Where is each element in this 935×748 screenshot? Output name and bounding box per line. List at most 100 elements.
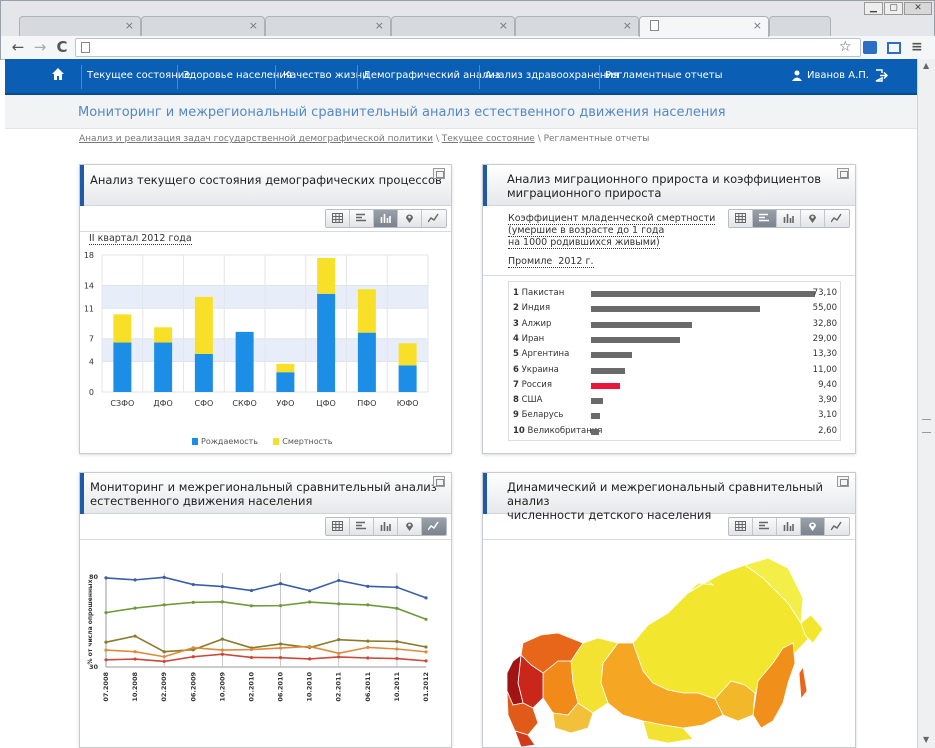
data-point[interactable]	[395, 606, 399, 610]
maximize-panel-icon[interactable]	[837, 476, 849, 487]
column-chart-view-icon[interactable]	[777, 210, 801, 227]
series-line[interactable]	[105, 601, 427, 621]
horizontal-bar-view-icon[interactable]	[350, 210, 374, 227]
bar-segment[interactable]	[317, 258, 336, 294]
map-region-south[interactable]	[506, 690, 539, 736]
maximize-panel-icon[interactable]	[433, 168, 445, 179]
data-point[interactable]	[366, 584, 370, 588]
ranking-bar[interactable]	[591, 321, 692, 328]
data-point[interactable]	[308, 600, 312, 604]
reload-icon[interactable]: C	[56, 38, 68, 56]
data-point[interactable]	[162, 575, 166, 579]
series-line[interactable]	[105, 645, 427, 658]
data-point[interactable]	[337, 651, 341, 655]
tab-close-icon[interactable]: ×	[498, 19, 508, 32]
extension-icon[interactable]	[863, 41, 877, 54]
legend-item-birth[interactable]: Рождаемость	[192, 437, 258, 446]
data-point[interactable]	[133, 606, 137, 610]
data-point[interactable]	[133, 657, 137, 661]
horizontal-bar-view-icon[interactable]	[350, 518, 374, 535]
logout-icon[interactable]	[875, 69, 888, 82]
map-pin-view-icon[interactable]	[801, 210, 825, 227]
data-point[interactable]	[249, 655, 254, 660]
maximize-panel-icon[interactable]	[837, 168, 849, 179]
map-region-sakhalin[interactable]	[798, 665, 808, 701]
browser-tab-4[interactable]: ×	[391, 16, 515, 36]
column-chart-view-icon[interactable]	[374, 210, 398, 227]
bar-segment[interactable]	[276, 372, 295, 392]
line-chart-view-icon[interactable]	[422, 518, 446, 535]
ranking-bar[interactable]	[591, 352, 632, 359]
data-point[interactable]	[249, 647, 254, 652]
tab-close-icon[interactable]: ×	[752, 19, 762, 32]
bar-segment[interactable]	[357, 332, 376, 392]
tab-close-icon[interactable]: ×	[248, 19, 258, 32]
bar-segment[interactable]	[235, 331, 254, 392]
tab-close-icon[interactable]: ×	[374, 19, 384, 32]
map-region-siberia-south[interactable]	[642, 720, 694, 744]
data-point[interactable]	[278, 646, 283, 650]
home-icon[interactable]	[51, 67, 65, 81]
data-point[interactable]	[395, 656, 399, 661]
ranking-bar[interactable]	[591, 382, 620, 389]
chart-period-label[interactable]: II квартал 2012 года	[89, 233, 192, 245]
data-point[interactable]	[366, 645, 370, 649]
data-point[interactable]	[191, 582, 195, 587]
data-point[interactable]	[395, 639, 399, 644]
breadcrumb-link-policy[interactable]: Анализ и реализация задач государственно…	[79, 134, 434, 144]
bar-segment[interactable]	[317, 293, 336, 392]
data-point[interactable]	[220, 637, 224, 641]
data-point[interactable]	[366, 603, 370, 607]
forward-arrow-icon[interactable]: →	[33, 38, 47, 56]
horizontal-bar-view-icon[interactable]	[753, 518, 777, 535]
scroll-down-icon[interactable]: ▼	[923, 735, 930, 744]
series-line[interactable]	[105, 576, 427, 599]
browser-tab-5[interactable]: ×	[515, 16, 639, 36]
new-tab-button[interactable]	[769, 16, 831, 36]
back-arrow-icon[interactable]: ←	[11, 38, 25, 56]
bar-segment[interactable]	[194, 353, 213, 392]
ranking-bar[interactable]	[591, 428, 599, 435]
data-point[interactable]	[278, 582, 283, 586]
address-bar[interactable]	[75, 38, 861, 57]
data-point[interactable]	[220, 648, 224, 652]
tab-close-icon[interactable]: ×	[124, 19, 134, 32]
legend-item-death[interactable]: Смертность	[273, 437, 332, 446]
bar-segment[interactable]	[113, 342, 132, 392]
line-chart-view-icon[interactable]	[825, 518, 849, 535]
bar-segment[interactable]	[357, 289, 376, 333]
data-point[interactable]	[366, 656, 370, 660]
ranking-bar[interactable]	[591, 306, 760, 313]
data-point[interactable]	[104, 611, 108, 615]
tab-close-icon[interactable]: ×	[622, 19, 632, 32]
data-point[interactable]	[337, 638, 341, 642]
data-point[interactable]	[162, 659, 166, 664]
browser-tab-2[interactable]: ×	[141, 16, 265, 36]
bar-segment[interactable]	[398, 343, 417, 366]
data-point[interactable]	[220, 652, 224, 656]
line-chart-view-icon[interactable]	[825, 210, 849, 227]
data-point[interactable]	[308, 589, 312, 593]
data-point[interactable]	[104, 648, 108, 652]
data-point[interactable]	[424, 650, 428, 654]
data-point[interactable]	[278, 642, 283, 646]
data-point[interactable]	[191, 655, 195, 659]
data-point[interactable]	[278, 656, 283, 660]
current-user-name[interactable]: Иванов А.П.	[807, 70, 869, 81]
map-region-southern-ural[interactable]	[552, 702, 594, 734]
data-point[interactable]	[337, 578, 341, 583]
map-region-caucasus[interactable]	[514, 730, 536, 748]
data-point[interactable]	[220, 600, 224, 604]
nav-item-regulatory-reports[interactable]: Регламентные отчеты	[605, 70, 723, 81]
bar-segment[interactable]	[194, 296, 213, 354]
ranking-bar[interactable]	[591, 413, 601, 420]
data-point[interactable]	[133, 650, 137, 654]
map-pin-view-icon[interactable]	[398, 210, 422, 227]
map-region-amur[interactable]	[752, 642, 796, 729]
nav-item-current-state[interactable]: Текущее состояние	[87, 70, 191, 81]
bar-segment[interactable]	[113, 314, 132, 343]
data-point[interactable]	[337, 655, 341, 659]
map-region-siberia[interactable]	[600, 642, 724, 729]
data-point[interactable]	[424, 645, 428, 649]
maximize-panel-icon[interactable]	[433, 476, 445, 487]
